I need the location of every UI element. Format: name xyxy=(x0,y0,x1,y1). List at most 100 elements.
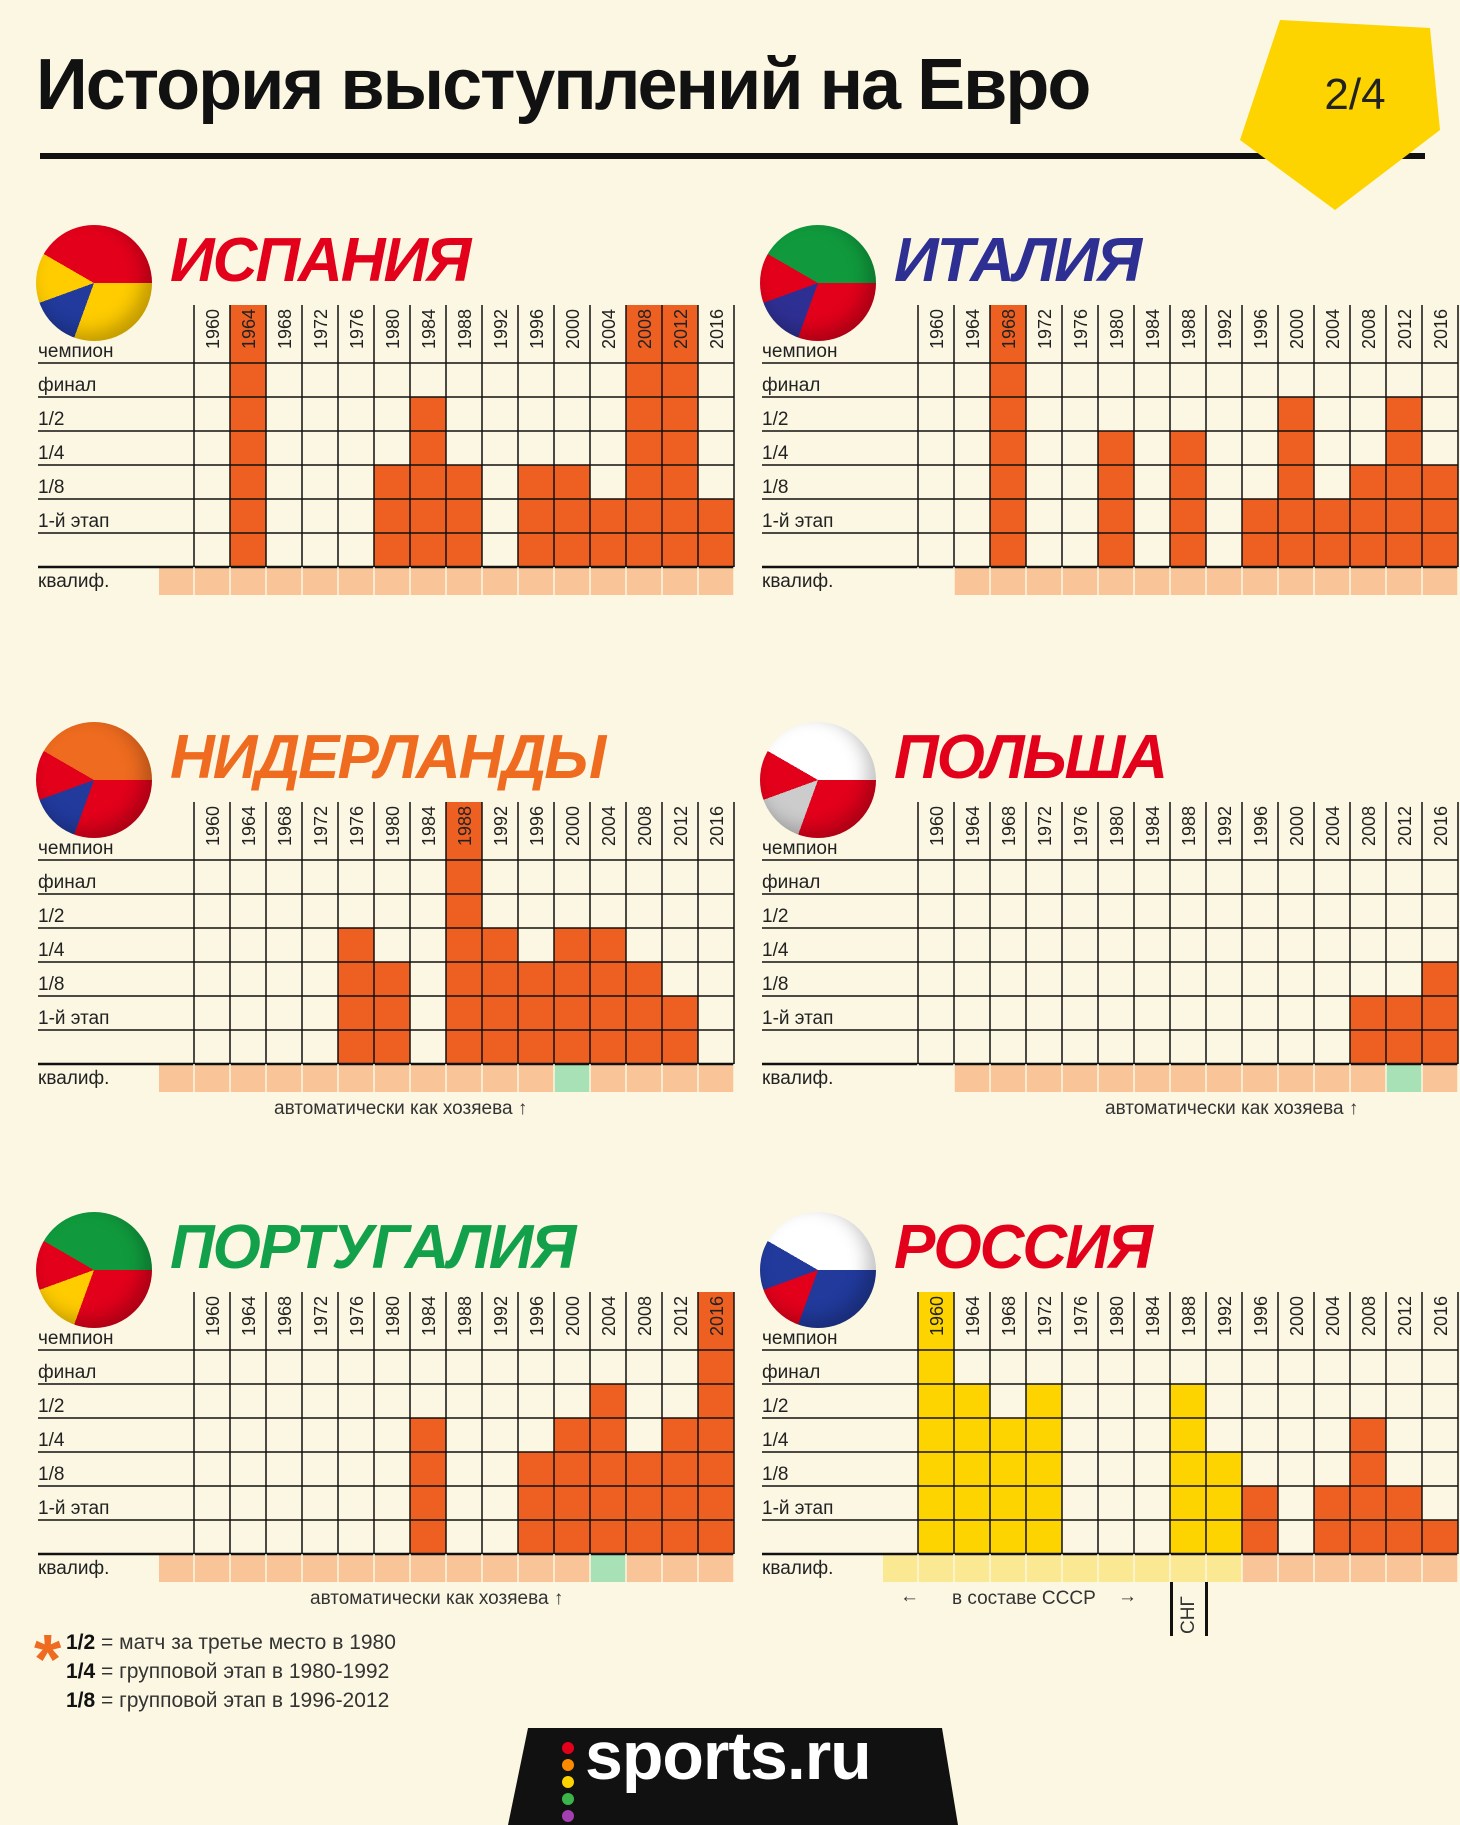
row-label: 1-й этап xyxy=(38,1498,109,1519)
year-label: 2008 xyxy=(635,309,655,349)
year-label: 1980 xyxy=(383,806,403,846)
qualifying-cell xyxy=(1242,1554,1278,1582)
qualifying-cell xyxy=(410,567,446,595)
row-label: 1/8 xyxy=(38,477,64,498)
qualifying-cell xyxy=(1170,1554,1206,1582)
year-label: 1976 xyxy=(1071,1296,1091,1336)
year-label: 1976 xyxy=(347,1296,367,1336)
qualifying-cell xyxy=(1098,1554,1134,1582)
team-name: НИДЕРЛАНДЫ xyxy=(170,723,606,792)
row-label: 1/8 xyxy=(762,1464,788,1485)
row-label: 1/2 xyxy=(38,1396,64,1417)
brand-name: sports.ru xyxy=(585,1718,872,1794)
qualifying-cell xyxy=(1098,567,1134,595)
year-label: 2012 xyxy=(671,1296,691,1336)
row-label: финал xyxy=(38,872,96,893)
year-label: 2008 xyxy=(1359,1296,1379,1336)
qualifying-cell xyxy=(482,1064,518,1092)
year-label: 1996 xyxy=(527,1296,547,1336)
qualifying-cell xyxy=(990,1064,1026,1092)
asterisk-icon: * xyxy=(34,1620,62,1698)
year-label: 1984 xyxy=(419,806,439,846)
row-label: квалиф. xyxy=(38,1068,109,1089)
year-label: 1980 xyxy=(1107,806,1127,846)
legend: * 1/2 = матч за третье место в 1980 1/4 … xyxy=(34,1620,396,1715)
year-label: 1964 xyxy=(239,309,259,349)
year-label: 1968 xyxy=(999,1296,1019,1336)
row-label: 1-й этап xyxy=(762,1008,833,1029)
page-number: 2/4 xyxy=(1324,70,1386,119)
qualifying-cell xyxy=(1386,1064,1422,1092)
year-label: 1988 xyxy=(1179,309,1199,349)
stage-bar xyxy=(954,1384,990,1554)
qualifying-cell xyxy=(954,1064,990,1092)
qualifying-cell xyxy=(990,567,1026,595)
qualifying-cell xyxy=(1206,1554,1242,1582)
qualifying-cell xyxy=(1350,567,1386,595)
team-name: ПОЛЬША xyxy=(894,723,1168,792)
qualifying-cell xyxy=(554,1064,590,1092)
year-label: 1976 xyxy=(1071,806,1091,846)
year-label: 2000 xyxy=(1287,806,1307,846)
year-label: 2008 xyxy=(635,806,655,846)
row-label: квалиф. xyxy=(762,1068,833,1089)
row-label: 1-й этап xyxy=(762,511,833,532)
year-label: 1988 xyxy=(1179,1296,1199,1336)
qualifying-cell xyxy=(518,1554,554,1582)
qualifying-cell xyxy=(1134,567,1170,595)
row-label: 1/2 xyxy=(762,409,788,430)
results-grid: чемпион финал 1/2 1/4 1/8 1-й этап квалиф. 1960… xyxy=(762,1292,1459,1582)
row-label: финал xyxy=(38,1362,96,1383)
year-label: 2012 xyxy=(671,309,691,349)
year-label: 2016 xyxy=(707,309,727,349)
year-label: 1992 xyxy=(491,1296,511,1336)
row-label: финал xyxy=(762,872,820,893)
title-rule xyxy=(40,153,1425,159)
qualifying-cell xyxy=(266,567,302,595)
host-note-portugal: автоматически как хозяева ↑ xyxy=(310,1588,564,1609)
qualifying-cell xyxy=(1026,1064,1062,1092)
qualifying-stub xyxy=(883,1554,918,1582)
results-grid: чемпион финал 1/2 1/4 1/8 1-й этап квалиф. 1960… xyxy=(38,802,735,1092)
stage-bar xyxy=(518,1452,554,1554)
year-label: 1968 xyxy=(999,309,1019,349)
qualifying-cell xyxy=(302,1064,338,1092)
qualifying-cell xyxy=(1062,1064,1098,1092)
qualifying-cell xyxy=(1422,1554,1458,1582)
year-label: 1984 xyxy=(1143,806,1163,846)
year-label: 1980 xyxy=(383,309,403,349)
row-label: 1/2 xyxy=(38,409,64,430)
team-ball-icon xyxy=(760,722,876,838)
year-label: 1960 xyxy=(203,309,223,349)
year-label: 2004 xyxy=(599,1296,619,1336)
year-label: 2000 xyxy=(563,309,583,349)
year-label: 2008 xyxy=(635,1296,655,1336)
qualifying-cell xyxy=(954,1554,990,1582)
row-label: квалиф. xyxy=(38,571,109,592)
stage-bar xyxy=(554,465,590,567)
qualifying-cell xyxy=(1350,1554,1386,1582)
qualifying-cell xyxy=(626,1064,662,1092)
qualifying-cell xyxy=(662,567,698,595)
qualifying-cell xyxy=(482,567,518,595)
stage-bar xyxy=(374,465,410,567)
qualifying-cell xyxy=(1278,567,1314,595)
year-label: 2016 xyxy=(1431,309,1451,349)
qualifying-cell xyxy=(194,567,230,595)
year-label: 1960 xyxy=(927,309,947,349)
qualifying-cell xyxy=(918,1554,954,1582)
qualifying-cell xyxy=(626,567,662,595)
team-name: ПОРТУГАЛИЯ xyxy=(170,1213,576,1282)
year-label: 2000 xyxy=(563,806,583,846)
qualifying-cell xyxy=(554,567,590,595)
year-label: 1984 xyxy=(1143,309,1163,349)
row-label: 1/8 xyxy=(38,974,64,995)
team-name: ИСПАНИЯ xyxy=(170,226,471,295)
team-ball-icon xyxy=(760,225,876,341)
qualifying-cell xyxy=(590,1064,626,1092)
year-label: 1988 xyxy=(455,309,475,349)
qualifying-cell xyxy=(662,1064,698,1092)
row-label: 1-й этап xyxy=(38,511,109,532)
stage-bar xyxy=(518,465,554,567)
row-label: 1/4 xyxy=(762,443,789,464)
